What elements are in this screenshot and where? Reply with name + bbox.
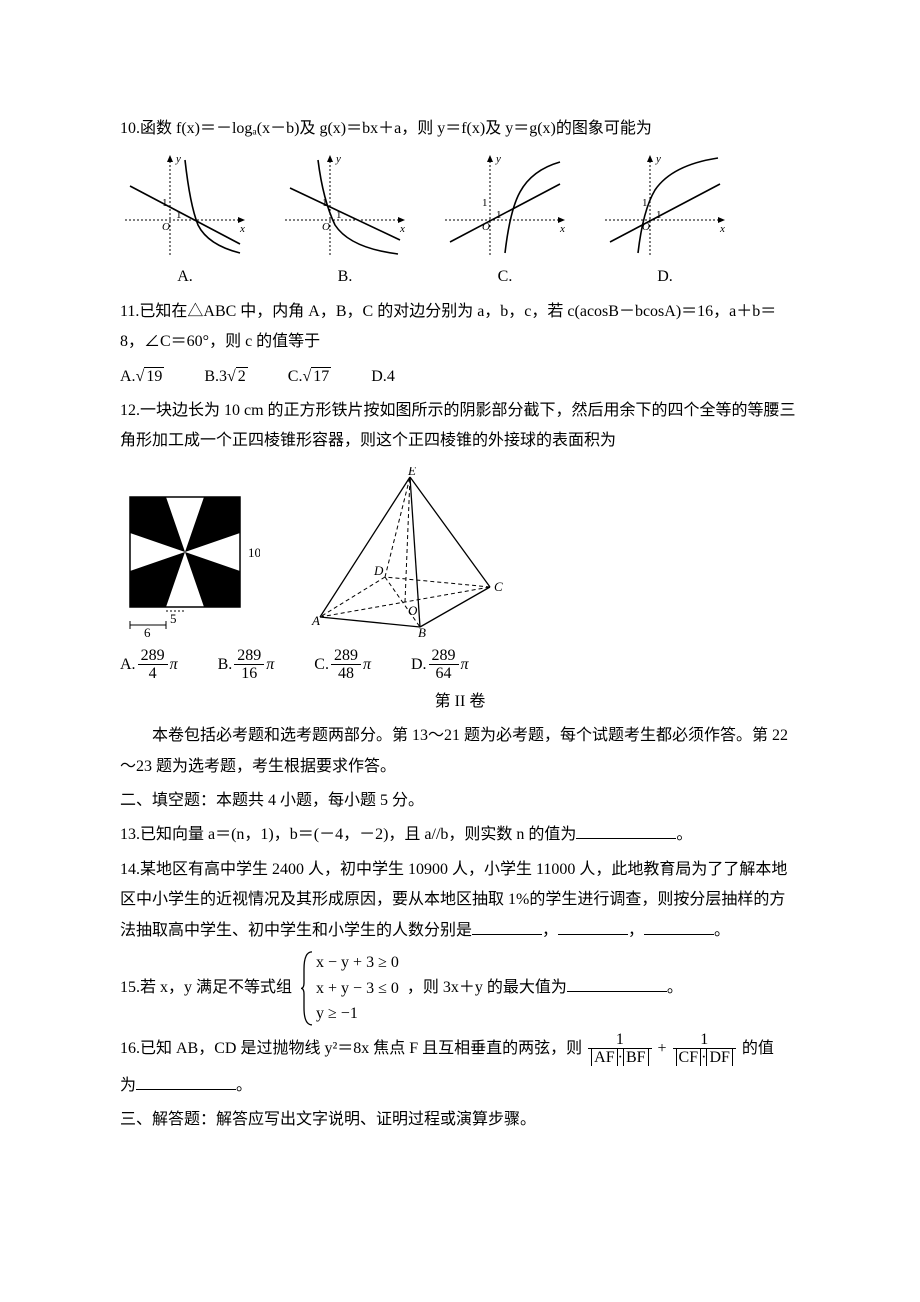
- q12-options: A.2894π B.28916π C.28948π D.28964π: [120, 647, 800, 683]
- svg-text:D: D: [373, 563, 384, 578]
- q12-opt-B: B.28916π: [218, 647, 275, 683]
- q15-sys-line1: x − y + 3 ≥ 0: [316, 950, 399, 976]
- q14-blank2: [558, 918, 628, 935]
- q15: 15.若 x，y 满足不等式组 x − y + 3 ≥ 0 x + y − 3 …: [120, 950, 800, 1027]
- q15-sys-line3: y ≥ −1: [316, 1001, 399, 1027]
- q10-label-B: B.: [280, 262, 410, 292]
- q16-end: 。: [236, 1077, 252, 1094]
- graph-svg-C: O 1 1 x y: [440, 150, 570, 260]
- q10-graph-B: O 1 1 x y B.: [280, 150, 410, 292]
- section2-title: 第 II 卷: [120, 687, 800, 717]
- section3-header: 三、解答题：解答应写出文字说明、证明过程或演算步骤。: [120, 1105, 800, 1135]
- q10-label-D: D.: [600, 262, 730, 292]
- q13-blank: [576, 822, 676, 839]
- svg-text:x: x: [719, 223, 725, 235]
- q12-stem: 12.一块边长为 10 cm 的正方形铁片按如图所示的阴影部分截下，然后用余下的…: [120, 396, 800, 457]
- svg-text:y: y: [655, 153, 661, 165]
- q14-blank1: [472, 918, 542, 935]
- q11-opt-A: A.√19: [120, 362, 164, 392]
- q13-post: 。: [676, 826, 692, 843]
- q13-pre: 13.已知向量 a＝(n，1)，b＝(－4，－2)，且 a//b，则实数 n 的…: [120, 826, 576, 843]
- fill-header: 二、填空题：本题共 4 小题，每小题 5 分。: [120, 786, 800, 816]
- q12-opt-A: A.2894π: [120, 647, 178, 683]
- q16-mid: 的值: [742, 1040, 774, 1057]
- q11-opt-B: B.3√2: [204, 362, 247, 392]
- q11-opt-D: D.4: [371, 362, 395, 392]
- q15-blank: [567, 975, 667, 992]
- svg-text:y: y: [335, 153, 341, 165]
- q12-figures: 10 5 6 A B C D E O: [120, 467, 800, 637]
- q12-side-label: 10: [248, 545, 260, 560]
- q12-bracket-label: 6: [144, 625, 151, 637]
- q15-pre: 15.若 x，y 满足不等式组: [120, 979, 292, 996]
- q15-system: x − y + 3 ≥ 0 x + y − 3 ≤ 0 y ≥ −1: [300, 950, 399, 1027]
- svg-text:y: y: [495, 153, 501, 165]
- q10-label-A: A.: [120, 262, 250, 292]
- q14: 14.某地区有高中学生 2400 人，初中学生 10900 人，小学生 1100…: [120, 855, 800, 946]
- q10-label-C: C.: [440, 262, 570, 292]
- q16-blank: [136, 1073, 236, 1090]
- q14-blank3: [644, 918, 714, 935]
- svg-text:O: O: [408, 603, 418, 618]
- q12-tri-base: 5: [170, 611, 177, 626]
- q15-sys-line2: x + y − 3 ≤ 0: [316, 976, 399, 1002]
- q11-options: A.√19 B.3√2 C.√17 D.4: [120, 362, 800, 392]
- graph-svg-A: O 1 1 x y: [120, 150, 250, 260]
- q10-graph-D: O 1 1 x y D.: [600, 150, 730, 292]
- svg-text:x: x: [559, 223, 565, 235]
- svg-text:y: y: [175, 153, 181, 165]
- q16-plus: +: [658, 1040, 671, 1057]
- q10-graph-A: O 1 1 x y A.: [120, 150, 250, 292]
- q16-line1: 16.已知 AB，CD 是过抛物线 y²＝8x 焦点 F 且互相垂直的两弦，则 …: [120, 1031, 800, 1067]
- svg-text:O: O: [322, 221, 330, 233]
- q15-mid: ，则 3x＋y 的最大值为: [407, 979, 567, 996]
- q12-pyramid-figure: A B C D E O: [290, 467, 510, 637]
- q16-frac1: 1 AF·BF: [588, 1031, 651, 1067]
- q10-graph-C: O 1 1 x y C.: [440, 150, 570, 292]
- graph-svg-D: O 1 1 x y: [600, 150, 730, 260]
- q16-line2: 为。: [120, 1071, 800, 1101]
- q16-line2-pre: 为: [120, 1077, 136, 1094]
- svg-text:C: C: [494, 579, 503, 594]
- svg-text:1: 1: [482, 197, 488, 209]
- graph-svg-B: O 1 1 x y: [280, 150, 410, 260]
- svg-text:A: A: [311, 613, 320, 628]
- q12-opt-D: D.28964π: [411, 647, 469, 683]
- q16-frac2: 1 CF·DF: [673, 1031, 736, 1067]
- section2-intro: 本卷包括必考题和选考题两部分。第 13～21 题为必考题，每个试题考生都必须作答…: [120, 721, 800, 782]
- q11-stem: 11.已知在△ABC 中，内角 A，B，C 的对边分别为 a，b，c，若 c(a…: [120, 297, 800, 358]
- svg-text:x: x: [239, 223, 245, 235]
- q10-graph-row: O 1 1 x y A. O 1 1 x y B.: [120, 150, 800, 292]
- q15-post: 。: [667, 979, 683, 996]
- q12-opt-C: C.28948π: [314, 647, 371, 683]
- svg-text:E: E: [407, 467, 416, 478]
- svg-text:x: x: [399, 223, 405, 235]
- q13: 13.已知向量 a＝(n，1)，b＝(－4，－2)，且 a//b，则实数 n 的…: [120, 820, 800, 850]
- q12-square-figure: 10 5 6: [120, 487, 260, 637]
- q11-opt-C: C.√17: [288, 362, 331, 392]
- svg-text:O: O: [162, 221, 170, 233]
- q16-pre: 16.已知 AB，CD 是过抛物线 y²＝8x 焦点 F 且互相垂直的两弦，则: [120, 1040, 586, 1057]
- svg-text:B: B: [418, 625, 426, 637]
- q10-stem: 10.函数 f(x)＝－logₐ(x－b)及 g(x)＝bx＋a，则 y＝f(x…: [120, 114, 800, 144]
